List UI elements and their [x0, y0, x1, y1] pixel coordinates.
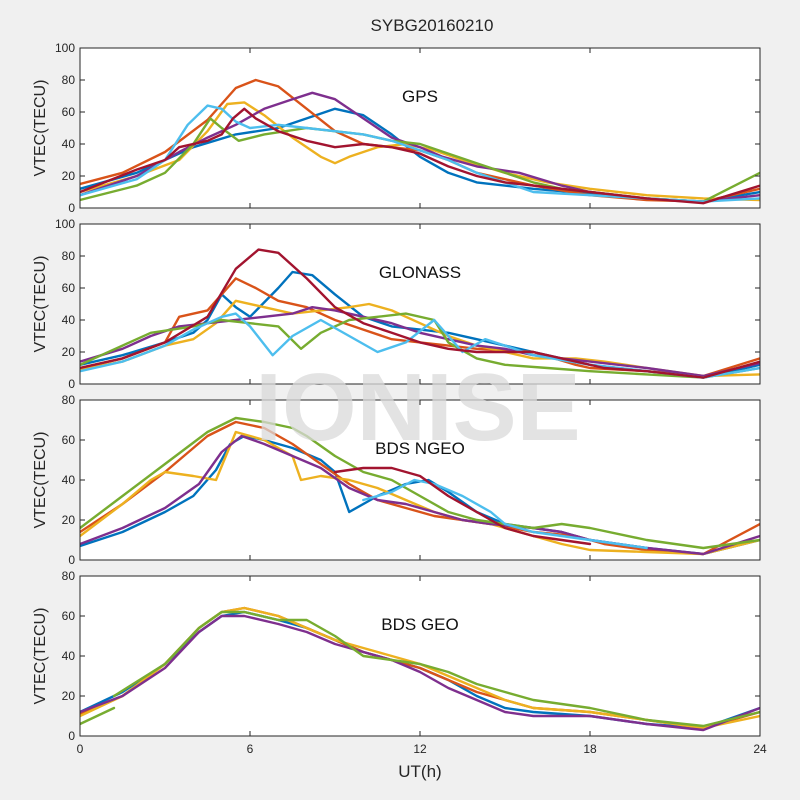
- x-axis-label: UT(h): [398, 762, 441, 781]
- x-tick-label: 12: [413, 742, 427, 756]
- y-tick-label: 20: [62, 345, 76, 359]
- y-tick-label: 60: [62, 433, 76, 447]
- y-tick-label: 20: [62, 689, 76, 703]
- series-line-6: [333, 466, 592, 546]
- series-line-6: [80, 248, 760, 379]
- y-tick-label: 40: [62, 649, 76, 663]
- plot-area: [80, 48, 760, 208]
- y-tick-label: 100: [55, 217, 75, 231]
- x-tick-label: 24: [753, 742, 767, 756]
- y-tick-label: 20: [62, 513, 76, 527]
- series-group: [80, 606, 760, 732]
- y-tick-label: 60: [62, 105, 76, 119]
- y-tick-label: 0: [68, 553, 75, 567]
- y-tick-label: 0: [68, 729, 75, 743]
- y-tick-label: 100: [55, 41, 75, 55]
- y-tick-label: 60: [62, 281, 76, 295]
- series-line-3: [80, 434, 760, 556]
- series-line-2: [80, 299, 760, 378]
- panel-1: 0 20 40 60 80 100 VTEC(TECU) GLONASS: [32, 217, 761, 391]
- panel-2: 0 20 40 60 80 VTEC(TECU) BDS NGEO: [32, 393, 761, 567]
- series-group: [80, 78, 760, 205]
- watermark: IONISE: [255, 354, 580, 461]
- series-group: [80, 416, 760, 556]
- y-tick-label: 0: [68, 377, 75, 391]
- y-axis-label: VTEC(TECU): [32, 432, 49, 529]
- panel-label: GLONASS: [379, 263, 461, 282]
- panel-label: BDS GEO: [381, 615, 458, 634]
- series-line-3: [80, 614, 760, 732]
- y-tick-label: 40: [62, 473, 76, 487]
- series-line-5: [80, 312, 760, 379]
- x-tick-label: 6: [247, 742, 254, 756]
- series-line-2: [80, 430, 760, 556]
- x-tick-label: 18: [583, 742, 597, 756]
- series-line-5: [362, 478, 648, 550]
- y-tick-label: 80: [62, 569, 76, 583]
- series-line-1: [80, 420, 760, 556]
- y-tick-label: 40: [62, 313, 76, 327]
- y-tick-label: 80: [62, 393, 76, 407]
- y-tick-label: 80: [62, 249, 76, 263]
- series-line-4: [80, 706, 116, 726]
- y-axis-label: VTEC(TECU): [32, 80, 49, 177]
- x-tick-label: 0: [77, 742, 84, 756]
- panel-0: 0 20 40 60 80 100 VTEC(TECU) GPS: [32, 41, 761, 215]
- series-group: [80, 248, 760, 379]
- figure-title: SYBG20160210: [371, 16, 494, 35]
- panel-3: 0 20 40 60 80 0 6 12 18 24 VTEC(TECU) BDS GEO: [32, 569, 767, 756]
- y-axis-label: VTEC(TECU): [32, 608, 49, 705]
- plot-area: [80, 576, 760, 736]
- panel-label: GPS: [402, 87, 438, 106]
- y-tick-label: 80: [62, 73, 76, 87]
- y-tick-label: 20: [62, 169, 76, 183]
- series-line-1: [80, 277, 760, 378]
- y-tick-label: 60: [62, 609, 76, 623]
- series-line-5: [80, 104, 760, 203]
- y-tick-label: 40: [62, 137, 76, 151]
- panel-label: BDS NGEO: [375, 439, 465, 458]
- series-line-5: [112, 610, 760, 728]
- series-line-4: [80, 416, 760, 550]
- y-axis-label: VTEC(TECU): [32, 256, 49, 353]
- y-tick-label: 0: [68, 201, 75, 215]
- series-line-6: [80, 107, 760, 205]
- plot-area: [80, 224, 760, 384]
